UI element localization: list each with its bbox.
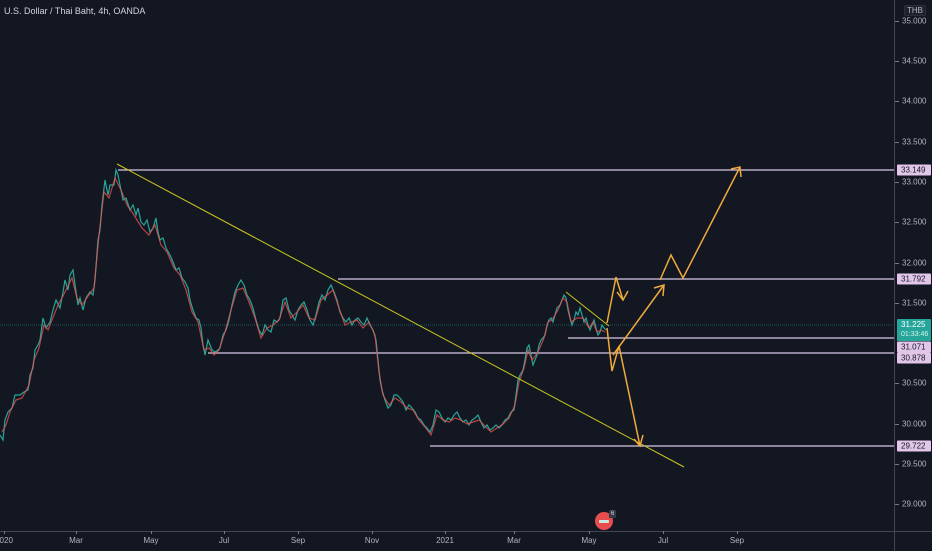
price-tick: 34.500	[902, 56, 927, 66]
horizontal-levels[interactable]	[118, 169, 894, 447]
time-tick	[737, 531, 738, 534]
time-tick	[372, 531, 373, 534]
level-tag-29722[interactable]: 29.722	[897, 440, 931, 452]
time-tick	[76, 531, 77, 534]
tick-mark	[895, 303, 899, 304]
price-tick: 32.000	[902, 258, 927, 268]
time-label: Jul	[218, 536, 230, 545]
candles	[0, 167, 607, 442]
tick-mark	[895, 504, 899, 505]
tick-mark	[895, 101, 899, 102]
events-badge[interactable]: 6	[595, 510, 616, 530]
chart-pane[interactable]: U.S. Dollar / Thai Baht, 4h, OANDA 6	[0, 0, 894, 531]
current-price-tag[interactable]: 31.225 01:33:46	[897, 319, 931, 341]
time-label: Mar	[69, 536, 83, 545]
time-tick	[151, 531, 152, 534]
time-tick	[445, 531, 446, 534]
short-downtrend-line[interactable]	[565, 291, 610, 327]
tick-mark	[895, 383, 899, 384]
time-tick	[663, 531, 664, 534]
currency-label[interactable]: THB	[904, 5, 926, 16]
time-label: Jul	[657, 536, 669, 545]
price-tick: 32.500	[902, 217, 927, 227]
price-tick: 29.000	[902, 499, 927, 509]
tick-mark	[895, 182, 899, 183]
time-tick	[514, 531, 515, 534]
time-label: Sep	[290, 536, 306, 545]
bar-countdown: 01:33:46	[901, 331, 929, 338]
price-tick: 29.500	[902, 459, 927, 469]
current-price-value: 31.225	[901, 320, 926, 329]
tick-mark	[895, 142, 899, 143]
tick-mark	[895, 424, 899, 425]
tick-mark	[895, 464, 899, 465]
price-tick: 33.500	[902, 137, 927, 147]
symbol-title: U.S. Dollar / Thai Baht, 4h, OANDA	[4, 6, 146, 16]
price-tick: 34.000	[902, 96, 927, 106]
time-tick	[4, 531, 5, 534]
time-label: Nov	[364, 536, 380, 545]
tick-mark	[895, 222, 899, 223]
flag-icon	[599, 520, 609, 523]
tick-mark	[895, 263, 899, 264]
time-label: May	[581, 536, 597, 545]
time-axis[interactable]	[0, 531, 894, 551]
price-tick: 35.000	[902, 16, 927, 26]
major-downtrend-line[interactable]	[116, 163, 685, 468]
level-tag-31071[interactable]: 31.071	[897, 341, 931, 353]
price-tick: 31.500	[902, 298, 927, 308]
time-tick	[298, 531, 299, 534]
time-tick	[224, 531, 225, 534]
time-label: Mar	[507, 536, 521, 545]
time-label: Sep	[729, 536, 745, 545]
tick-mark	[895, 61, 899, 62]
level-tag-33149[interactable]: 33.149	[897, 164, 931, 176]
level-tag-31792[interactable]: 31.792	[897, 273, 931, 285]
price-chart[interactable]	[0, 0, 894, 531]
price-tick: 30.000	[902, 419, 927, 429]
events-count: 6	[609, 510, 616, 518]
time-tick	[589, 531, 590, 534]
tick-mark	[895, 21, 899, 22]
level-tag-30878[interactable]: 30.878	[897, 352, 931, 364]
price-tick: 30.500	[902, 378, 927, 388]
axis-corner	[894, 531, 932, 551]
projection-arrows[interactable]	[606, 166, 742, 448]
time-label: May	[143, 536, 159, 545]
time-label: 2021	[436, 536, 454, 545]
price-tick: 33.000	[902, 177, 927, 187]
